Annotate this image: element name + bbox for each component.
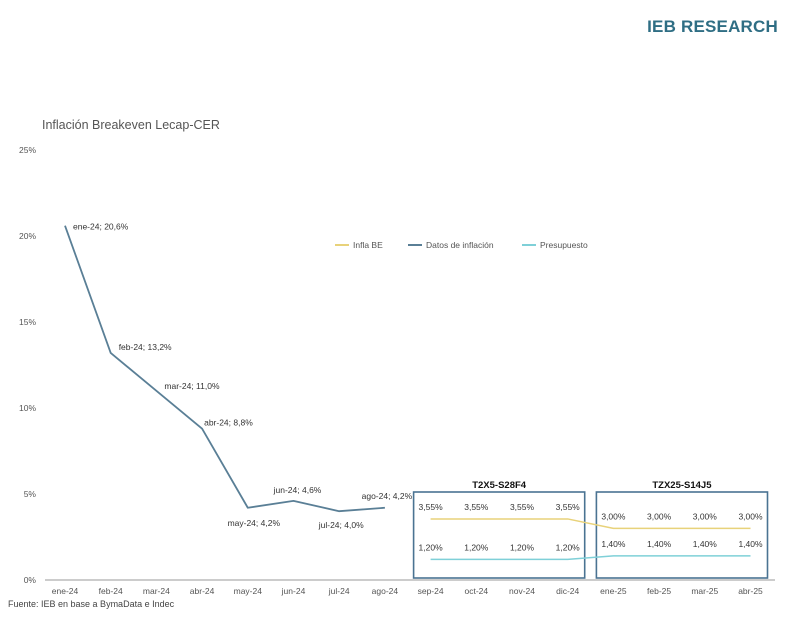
x-tick-label: abr-24 <box>190 586 215 596</box>
data-label: ago-24; 4,2% <box>362 491 413 501</box>
y-tick-label: 25% <box>19 145 36 155</box>
data-label: 1,20% <box>419 542 444 552</box>
bond-period-title: TZX25-S14J5 <box>652 480 712 491</box>
x-tick-label: nov-24 <box>509 586 535 596</box>
data-label: 3,55% <box>419 502 444 512</box>
data-label: jul-24; 4,0% <box>318 520 364 530</box>
x-tick-label: ene-25 <box>600 586 627 596</box>
legend-label: Datos de inflación <box>426 240 494 250</box>
series-line <box>430 555 751 561</box>
source-note: Fuente: IEB en base a BymaData e Indec <box>8 599 175 609</box>
data-label: 3,00% <box>693 511 718 521</box>
data-label: may-24; 4,2% <box>228 518 281 528</box>
data-label: 3,00% <box>738 511 763 521</box>
data-label: 1,40% <box>738 539 763 549</box>
x-tick-label: mar-24 <box>143 586 170 596</box>
y-tick-label: 10% <box>19 403 36 413</box>
x-tick-label: jul-24 <box>328 586 350 596</box>
x-tick-label: sep-24 <box>418 586 444 596</box>
bond-period-box <box>412 491 586 579</box>
data-label: 1,40% <box>693 539 718 549</box>
data-label: 3,00% <box>601 511 626 521</box>
x-tick-label: oct-24 <box>464 586 488 596</box>
bond-period-box <box>595 491 769 579</box>
data-label: 1,40% <box>647 539 672 549</box>
x-tick-label: feb-24 <box>99 586 123 596</box>
bond-period-title: T2X5-S28F4 <box>472 480 527 491</box>
data-label: mar-24; 11,0% <box>164 381 220 391</box>
x-tick-label: feb-25 <box>647 586 671 596</box>
x-tick-label: may-24 <box>234 586 263 596</box>
data-label: 1,40% <box>601 539 626 549</box>
legend-label: Infla BE <box>353 240 383 250</box>
data-label: 3,55% <box>556 502 581 512</box>
data-label: 1,20% <box>510 542 535 552</box>
data-label: 3,00% <box>647 511 672 521</box>
series-line <box>430 518 751 530</box>
data-label: ene-24; 20,6% <box>73 222 129 232</box>
data-label: jun-24; 4,6% <box>273 485 322 495</box>
y-tick-label: 15% <box>19 317 36 327</box>
y-tick-label: 20% <box>19 231 36 241</box>
chart-title: Inflación Breakeven Lecap-CER <box>42 118 220 132</box>
x-tick-label: abr-25 <box>738 586 763 596</box>
data-label: abr-24; 8,8% <box>204 418 253 428</box>
data-label: feb-24; 13,2% <box>119 342 172 352</box>
x-tick-label: dic-24 <box>556 586 579 596</box>
x-tick-label: ene-24 <box>52 586 79 596</box>
legend-label: Presupuesto <box>540 240 588 250</box>
series-line <box>64 225 385 513</box>
y-tick-label: 5% <box>24 489 37 499</box>
brand-logo-text: IEB RESEARCH <box>647 17 778 36</box>
data-label: 1,20% <box>556 542 581 552</box>
x-tick-label: ago-24 <box>372 586 399 596</box>
data-label: 1,20% <box>464 542 489 552</box>
y-tick-label: 0% <box>24 575 37 585</box>
data-label: 3,55% <box>464 502 489 512</box>
data-label: 3,55% <box>510 502 535 512</box>
x-tick-label: mar-25 <box>691 586 718 596</box>
x-tick-label: jun-24 <box>281 586 306 596</box>
